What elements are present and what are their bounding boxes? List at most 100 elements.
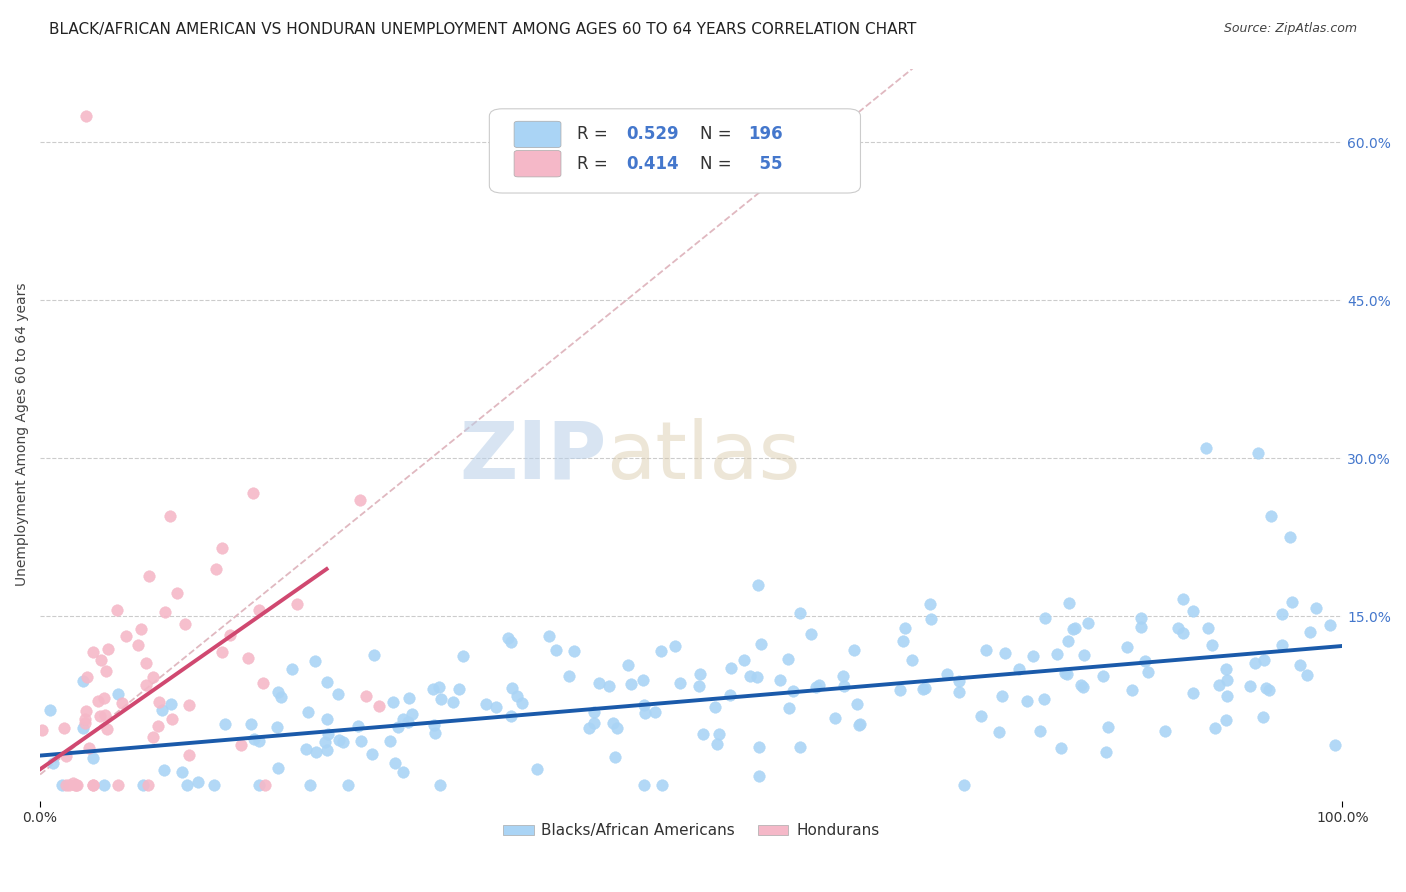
Point (316, 742, 339, 756)
Point (252, 676, 274, 690)
Point (31, 723, 53, 738)
Point (247, 778, 270, 792)
Point (1137, 665, 1160, 680)
Point (688, 679, 710, 693)
Point (96, 722, 118, 736)
Point (935, 667, 957, 681)
Point (1070, 678, 1092, 692)
Point (848, 718, 870, 732)
Point (1215, 662, 1237, 676)
Point (745, 670, 768, 684)
Point (501, 709, 523, 723)
Text: 196: 196 (748, 126, 783, 144)
Point (75, 109, 97, 123)
Point (105, 603, 128, 617)
Point (1097, 720, 1119, 734)
Point (740, 668, 762, 682)
Legend: Blacks/African Americans, Hondurans: Blacks/African Americans, Hondurans (496, 817, 886, 845)
Point (631, 673, 654, 688)
Point (422, 682, 444, 697)
Text: R =: R = (576, 154, 613, 173)
Point (994, 646, 1017, 660)
Point (1173, 626, 1195, 640)
Point (94, 707, 117, 722)
Point (349, 492, 371, 507)
Y-axis label: Unemployment Among Ages 60 to 64 years: Unemployment Among Ages 60 to 64 years (15, 283, 30, 586)
Point (664, 639, 686, 653)
Point (328, 687, 350, 701)
Point (39, 703, 62, 717)
Point (287, 597, 309, 611)
Point (598, 679, 620, 693)
Point (82, 778, 104, 792)
Point (669, 676, 692, 690)
Point (692, 727, 714, 741)
Point (537, 629, 560, 643)
Point (177, 747, 200, 762)
Point (558, 669, 581, 683)
Point (135, 657, 157, 671)
Point (401, 707, 423, 722)
Point (384, 756, 406, 771)
Point (267, 685, 290, 699)
Point (1194, 441, 1216, 455)
Point (807, 678, 830, 692)
Point (1130, 611, 1153, 625)
Point (398, 691, 420, 706)
Point (1239, 679, 1261, 693)
Point (948, 674, 970, 689)
FancyBboxPatch shape (515, 151, 561, 177)
Point (620, 677, 643, 691)
Point (499, 635, 522, 649)
Point (1305, 601, 1327, 615)
Point (831, 669, 853, 683)
Point (748, 739, 770, 754)
Point (1279, 531, 1302, 545)
Point (73, 715, 96, 730)
Point (769, 673, 792, 687)
Point (72, 721, 94, 735)
Point (73, 712, 96, 726)
Point (254, 778, 277, 792)
Point (1281, 595, 1303, 609)
Point (176, 778, 198, 792)
Point (148, 719, 170, 733)
Point (582, 705, 605, 719)
Point (51, 778, 73, 792)
Point (93, 778, 115, 792)
Point (778, 700, 800, 714)
Point (152, 764, 174, 778)
Point (42, 756, 65, 771)
Point (707, 727, 730, 741)
Point (1029, 724, 1052, 739)
Point (427, 680, 450, 694)
Point (267, 761, 290, 775)
Point (266, 720, 288, 734)
Point (90, 652, 112, 666)
Point (1271, 607, 1294, 621)
Point (1319, 618, 1341, 632)
Point (1258, 683, 1281, 698)
Point (247, 733, 270, 747)
Point (1064, 621, 1087, 635)
Point (1073, 648, 1095, 662)
Point (562, 643, 585, 657)
Point (430, 692, 453, 706)
Point (423, 726, 446, 740)
Point (239, 717, 262, 731)
Point (1062, 622, 1084, 636)
Point (231, 738, 253, 752)
Point (1129, 620, 1152, 634)
Point (706, 737, 728, 751)
Point (991, 689, 1014, 703)
Text: 55: 55 (748, 154, 783, 173)
Point (1133, 654, 1156, 668)
Point (107, 687, 129, 701)
Point (588, 676, 610, 690)
Point (55, 778, 77, 792)
Point (396, 714, 419, 729)
Point (361, 747, 384, 761)
Point (96, 664, 118, 678)
Point (142, 730, 165, 744)
Point (845, 697, 868, 711)
